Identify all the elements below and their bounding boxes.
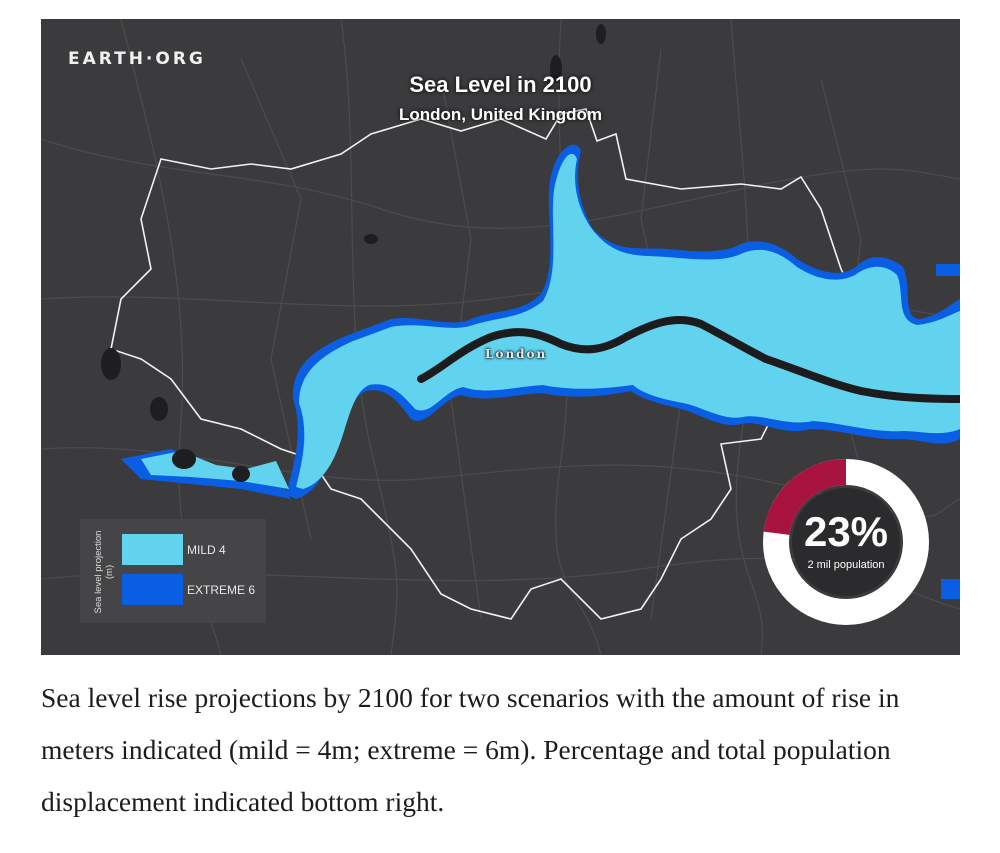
reservoirs — [101, 24, 606, 482]
legend-label-extreme: EXTREME 6 — [187, 583, 256, 597]
flood-map: EARTH·ORG Sea Level in 2100 London, Unit… — [41, 19, 960, 655]
river-thames — [417, 315, 960, 403]
population-stat: 23% 2 mil population — [763, 459, 929, 625]
map-canvas — [41, 19, 960, 655]
map-subtitle: London, United Kingdom — [398, 105, 602, 124]
population-percent: 23% — [803, 508, 889, 555]
city-label: London — [485, 347, 548, 361]
legend-label-mild: MILD 4 — [187, 543, 226, 557]
donut-center — [792, 488, 900, 596]
figure-caption: Sea level rise projections by 2100 for t… — [41, 682, 900, 817]
legend: Sea level projection (m) MILD 4 EXTREME … — [80, 519, 266, 623]
brand-logo: EARTH·ORG — [68, 49, 206, 69]
legend-swatch-extreme — [122, 574, 183, 605]
city-boundary — [110, 108, 853, 620]
legend-axis-text: Sea level projection (m) — [93, 530, 115, 614]
population-donut — [763, 459, 929, 625]
population-count: 2 mil population — [807, 559, 885, 571]
map-title: Sea Level in 2100 — [409, 72, 592, 97]
legend-axis-label: Sea level projection (m) — [88, 531, 118, 615]
donut-affected-arc — [763, 459, 847, 536]
legend-swatch-mild — [122, 534, 183, 565]
